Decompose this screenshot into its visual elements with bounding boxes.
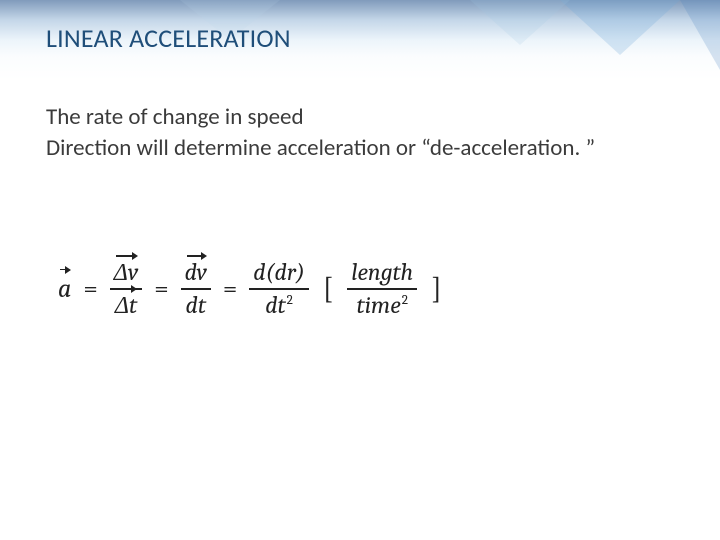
bracket-close: ] (429, 271, 444, 306)
ddr: d(dr) (249, 260, 309, 285)
slide-title: LINEAR ACCELERATION (46, 22, 291, 54)
equals-1: = (83, 274, 97, 304)
equation: a = Δv Δt = (58, 260, 444, 318)
header-facet (560, 0, 680, 55)
equals-3: = (223, 274, 237, 304)
symbol-a: a (58, 274, 71, 304)
unit-time-exp: 2 (402, 293, 408, 308)
slide: { "colors": { "title": "#1f4e79", "body"… (0, 0, 720, 540)
body-line-2: Direction will determine acceleration or… (46, 133, 674, 164)
frac-d2r: d(dr) dt2 (249, 260, 309, 318)
dt2-base: dt (265, 291, 285, 319)
header-facet (470, 0, 570, 45)
frac-delta: Δv Δt (110, 260, 142, 318)
body-text: The rate of change in speed Direction wi… (46, 102, 674, 164)
bracket-open: [ (321, 271, 336, 306)
vector-delta-t: Δt (115, 293, 137, 318)
dv: dv (185, 258, 207, 286)
dt: dt (182, 293, 210, 318)
delta-v: Δv (114, 258, 138, 286)
delta-t: Δt (115, 291, 137, 319)
unit-length: length (347, 260, 417, 285)
vector-delta-v: Δv (114, 260, 138, 285)
vector-dv: dv (185, 260, 207, 285)
equals-2: = (154, 274, 168, 304)
body-line-1: The rate of change in speed (46, 102, 674, 133)
unit-time: time (357, 291, 401, 319)
dt2-exp: 2 (287, 293, 293, 308)
frac-units: length time2 (347, 260, 417, 318)
header-facet (680, 0, 720, 70)
frac-dvdt: dv dt (181, 260, 211, 318)
vector-a: a (58, 274, 71, 304)
